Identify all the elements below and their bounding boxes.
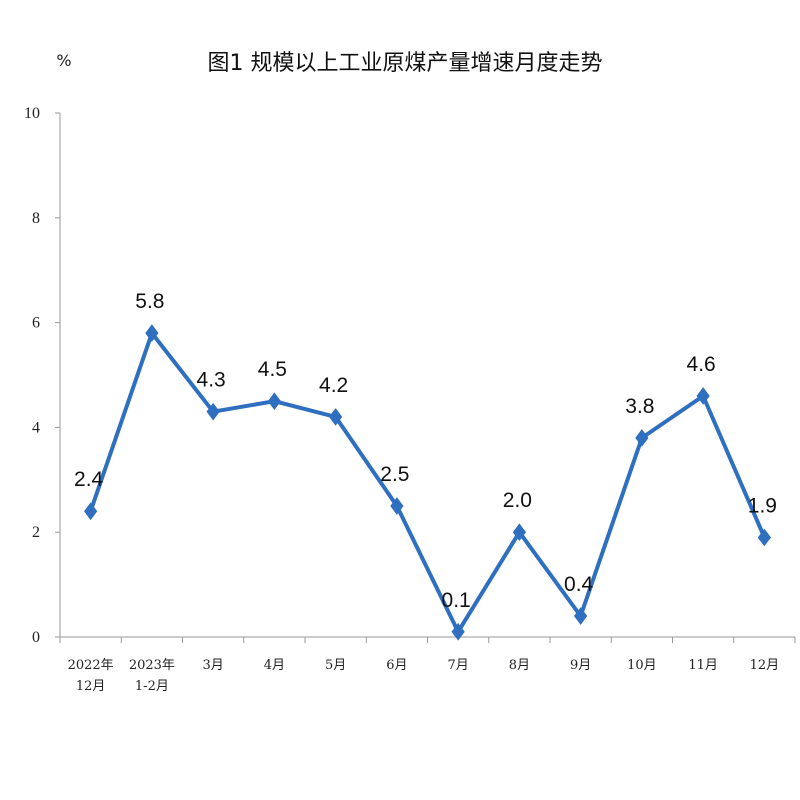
x-tick-label: 8月 xyxy=(509,658,530,673)
data-point xyxy=(267,392,281,411)
y-tick-label: 10 xyxy=(24,105,40,122)
y-axis-unit: % xyxy=(56,51,71,70)
data-point xyxy=(145,324,159,342)
x-tick-label: 1-2月 xyxy=(135,679,169,694)
data-label: 4.2 xyxy=(319,374,348,397)
data-label: 2.5 xyxy=(380,463,409,486)
data-point xyxy=(512,523,526,542)
x-tick-label: 11月 xyxy=(688,658,718,673)
y-tick-label: 4 xyxy=(32,419,40,436)
y-tick-label: 6 xyxy=(32,315,40,332)
data-point xyxy=(84,502,98,521)
data-point xyxy=(635,429,649,447)
series xyxy=(84,324,771,641)
x-tick-label: 12月 xyxy=(76,679,106,694)
data-point xyxy=(206,402,220,421)
data-label: 2.4 xyxy=(74,468,104,491)
x-tick-label: 9月 xyxy=(570,658,591,673)
x-tick-label: 7月 xyxy=(447,658,468,673)
x-tick-label: 4月 xyxy=(264,658,285,673)
data-point xyxy=(329,408,343,426)
data-label: 3.8 xyxy=(625,395,654,418)
chart-title: 图1 规模以上工业原煤产量增速月度走势 xyxy=(208,51,603,76)
data-label: 0.1 xyxy=(442,589,471,612)
x-tick-labels: 2022年 12月 2023年 1-2月 3月 4月 5月 6月 7月 8月 9月 10月 11月 12月 xyxy=(59,637,796,694)
data-label: 4.3 xyxy=(197,369,226,392)
data-labels: 2.4 5.8 4.3 4.5 4.2 2.5 0.1 2.0 0.4 3.8 4.6 1.9 xyxy=(74,290,777,612)
data-point xyxy=(390,497,404,515)
data-label: 0.4 xyxy=(564,573,594,596)
data-label: 4.5 xyxy=(258,358,287,381)
data-label: 4.6 xyxy=(687,353,716,376)
x-tick-label: 2022年 xyxy=(68,658,114,673)
data-point xyxy=(757,528,771,547)
x-tick-label: 3月 xyxy=(202,658,223,673)
series-line xyxy=(88,331,767,634)
x-tick-label: 12月 xyxy=(750,658,780,673)
y-tick-label: 8 xyxy=(32,210,40,227)
y-tick-label: 0 xyxy=(32,629,40,646)
data-label: 5.8 xyxy=(135,290,164,313)
data-point xyxy=(574,607,588,625)
y-tick-label: 2 xyxy=(32,524,40,541)
x-tick-label: 10月 xyxy=(627,658,657,673)
x-tick-label: 2023年 xyxy=(129,658,175,673)
x-tick-label: 5月 xyxy=(325,658,346,673)
data-point xyxy=(696,387,710,405)
x-tick-label: 6月 xyxy=(386,658,407,673)
y-tick-labels: 0 2 4 6 8 10 xyxy=(24,105,60,646)
data-label: 1.9 xyxy=(748,494,777,517)
data-point xyxy=(451,622,465,641)
data-label: 2.0 xyxy=(503,489,532,512)
axes xyxy=(59,113,795,638)
